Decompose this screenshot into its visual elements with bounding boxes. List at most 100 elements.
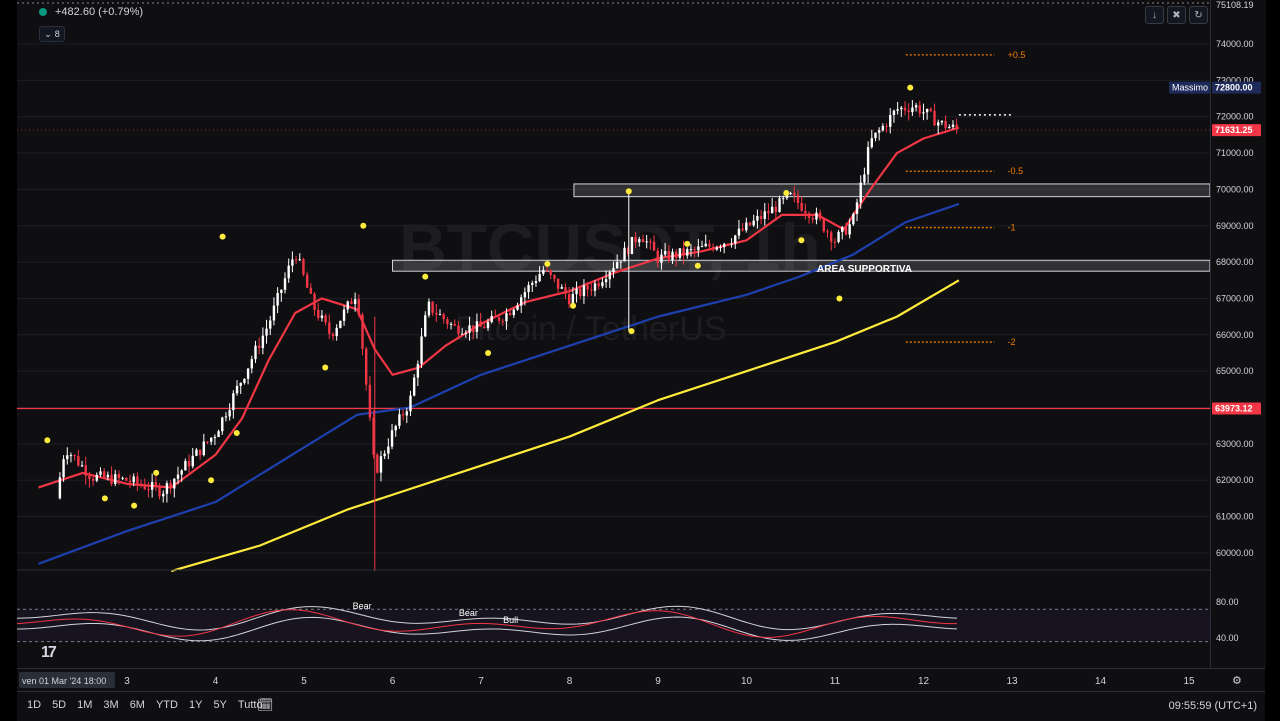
candle-body — [612, 268, 615, 273]
candle-body — [409, 395, 412, 412]
pivot-marker — [219, 233, 226, 240]
osc-signal-label: Bear — [459, 608, 478, 618]
candle-body — [582, 285, 586, 297]
candle-body — [663, 251, 667, 255]
pivot-marker — [131, 502, 138, 509]
candle-body — [549, 270, 552, 275]
candle-body — [892, 110, 896, 116]
candle-body — [309, 287, 313, 294]
bottom-toolbar: 1D 5D 1M 3M 6M YTD 1Y 5Y Tutto 🗓 09:55:59 (UTC+1… — [17, 691, 1265, 721]
price-chart[interactable]: BTCUSDT, 1h Bitcoin / TetherUS +0.5-0.5-… — [16, 0, 1211, 668]
time-tick: 10 — [741, 676, 753, 687]
candle-body — [697, 246, 700, 251]
candle-body — [453, 323, 456, 326]
candle-body — [885, 125, 888, 127]
price-tick: 62000.00 — [1216, 475, 1254, 485]
timeframe-button-5d[interactable]: 5D — [52, 699, 67, 711]
candle-body — [519, 297, 523, 306]
candle-body — [678, 248, 682, 258]
candle-body — [291, 259, 294, 266]
candle-body — [202, 441, 206, 456]
candle-body — [634, 237, 637, 243]
timeframe-button-3m[interactable]: 3M — [103, 699, 119, 711]
chart-pane[interactable]: BTCUSDT, 1h Bitcoin / TetherUS +0.5 -0.5-… — [16, 0, 1211, 668]
candle-body — [379, 456, 383, 473]
candle-body — [604, 279, 608, 283]
candle-body — [383, 453, 386, 457]
candle-body — [261, 335, 265, 349]
candle-body — [239, 382, 242, 386]
candle-body — [250, 359, 253, 369]
candle-body — [719, 247, 722, 249]
timeframe-button-1y[interactable]: 1Y — [188, 699, 203, 711]
candle-body — [778, 198, 781, 213]
osc-band-fill — [17, 609, 1210, 642]
candle-body — [770, 206, 774, 214]
date-range-icon[interactable]: 🗓 — [257, 697, 274, 712]
candle-body — [531, 282, 534, 285]
candle-body — [630, 237, 634, 255]
candle-body — [368, 384, 372, 418]
candle-body — [708, 243, 711, 247]
candle-body — [682, 248, 685, 256]
indicators-toggle-button[interactable]: ⌄ 8 — [39, 26, 65, 42]
candle-body — [863, 174, 866, 183]
candle-body — [139, 483, 143, 486]
candle-body — [132, 476, 135, 483]
price-scale[interactable]: 74000.00 73000.00 72000.00 71000.00 70000.00… — [1210, 0, 1266, 668]
timeframe-button-ytd[interactable]: YTD — [155, 699, 178, 711]
candle-body — [866, 147, 870, 175]
price-tick: 74000.00 — [1216, 39, 1254, 49]
collapse-button[interactable]: ✖ — [1167, 6, 1186, 24]
candle-body — [571, 294, 575, 305]
time-tick: 14 — [1095, 676, 1107, 687]
candle-body — [638, 239, 641, 243]
candle-body — [656, 250, 659, 263]
candle-body — [900, 107, 903, 110]
candle-body — [479, 321, 482, 327]
candle-body — [464, 332, 468, 334]
candle-body — [789, 192, 792, 194]
pivot-marker — [570, 302, 577, 309]
ema-fast-line — [38, 126, 960, 489]
candle-body — [114, 474, 117, 484]
candle-body — [497, 317, 501, 321]
candle-body — [313, 293, 316, 310]
candle-body — [420, 336, 423, 364]
candle-body — [741, 228, 744, 231]
candle-body — [686, 249, 689, 256]
candle-body — [228, 410, 231, 417]
timeframe-button-1m[interactable]: 1M — [77, 699, 93, 711]
osc-tick: 40.00 — [1216, 633, 1239, 643]
price-tick: 71000.00 — [1216, 148, 1254, 158]
candle-body — [575, 288, 578, 295]
current-price-tag: 71631.25 — [1215, 125, 1253, 135]
candle-body — [715, 247, 718, 250]
timeframe-list: 1D 5D 1M 3M 6M YTD 1Y 5Y Tutto — [23, 699, 267, 711]
candle-body — [235, 385, 239, 394]
level-price-tag: 63973.12 — [1215, 403, 1253, 413]
candle-body — [944, 120, 947, 129]
timeframe-button-tutto[interactable]: Tutto — [237, 699, 263, 711]
candle-body — [475, 321, 479, 332]
timeframe-button-1d[interactable]: 1D — [27, 699, 42, 711]
pivot-marker — [101, 495, 108, 502]
time-tick: 7 — [478, 676, 484, 687]
candle-body — [829, 232, 833, 242]
candle-body — [734, 235, 737, 244]
refresh-button[interactable]: ↻ — [1189, 6, 1208, 24]
candle-body — [804, 210, 807, 214]
fib-level-label: -1 — [1008, 223, 1016, 233]
download-button[interactable]: ↓ — [1145, 6, 1164, 24]
candle-body — [674, 251, 678, 258]
tradingview-logo-icon[interactable]: 17 — [41, 644, 57, 661]
candle-body — [730, 243, 733, 245]
clock: 09:55:59 (UTC+1) — [1168, 700, 1257, 712]
price-tick: 65000.00 — [1216, 366, 1254, 376]
timeframe-button-5y[interactable]: 5Y — [213, 699, 227, 711]
timeframe-button-6m[interactable]: 6M — [129, 699, 145, 711]
candle-body — [579, 288, 582, 297]
arrow-down-icon: ↓ — [1152, 9, 1157, 21]
time-axis[interactable]: 3 4 5 6 7 8 9 10 11 12 13 14 15 ven 01 Mar '24 18:00 ⚙ — [17, 668, 1265, 691]
